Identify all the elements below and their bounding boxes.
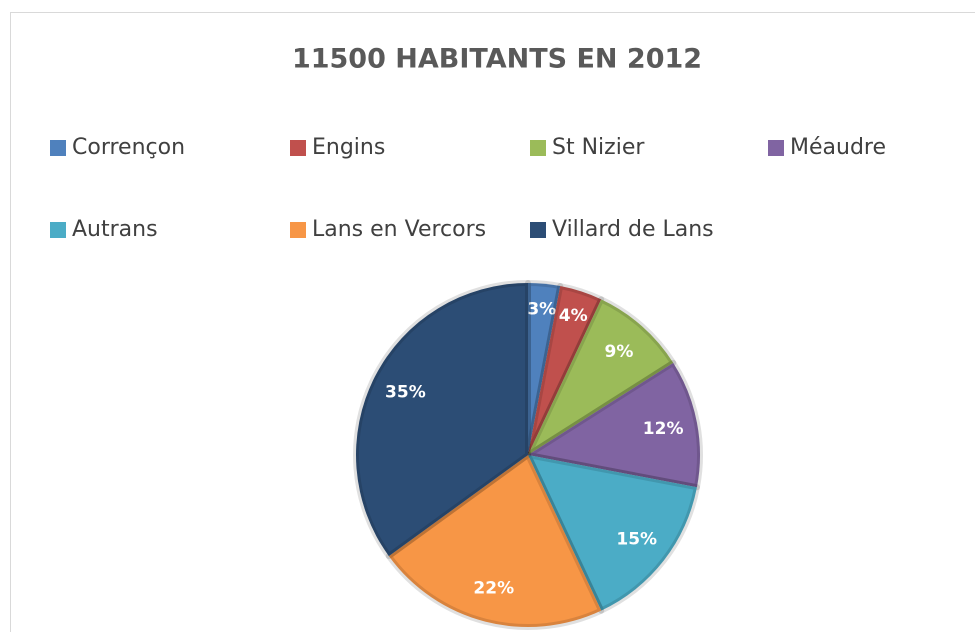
data-label: 9% xyxy=(605,342,634,362)
legend-swatch xyxy=(530,222,546,238)
data-label: 3% xyxy=(527,299,556,319)
legend-label: Corrençon xyxy=(72,135,185,160)
legend-swatch xyxy=(50,222,66,238)
data-label: 4% xyxy=(559,306,588,326)
pie-slice xyxy=(385,452,605,630)
chart-title: 11500 HABITANTS EN 2012 xyxy=(292,44,702,75)
pie-slice xyxy=(525,296,677,458)
legend-label: Méaudre xyxy=(790,135,886,160)
data-label: 22% xyxy=(473,578,514,598)
legend-label: Autrans xyxy=(72,217,158,242)
legend-label: St Nizier xyxy=(552,135,645,160)
pie-slice xyxy=(353,280,531,560)
legend-swatch xyxy=(290,222,306,238)
legend-swatch xyxy=(50,140,66,156)
pie-slice xyxy=(525,452,700,614)
pie-slice xyxy=(525,283,605,458)
pie-slice xyxy=(525,359,703,491)
legend-swatch xyxy=(530,140,546,156)
data-label: 12% xyxy=(643,419,684,439)
legend-swatch xyxy=(290,140,306,156)
data-label: 15% xyxy=(616,529,657,549)
data-label: 35% xyxy=(385,383,426,403)
pie-slice xyxy=(525,280,564,458)
legend-label: Lans en Vercors xyxy=(312,217,486,242)
legend-label: Engins xyxy=(312,135,385,160)
legend-swatch xyxy=(768,140,784,156)
legend-label: Villard de Lans xyxy=(552,217,714,242)
